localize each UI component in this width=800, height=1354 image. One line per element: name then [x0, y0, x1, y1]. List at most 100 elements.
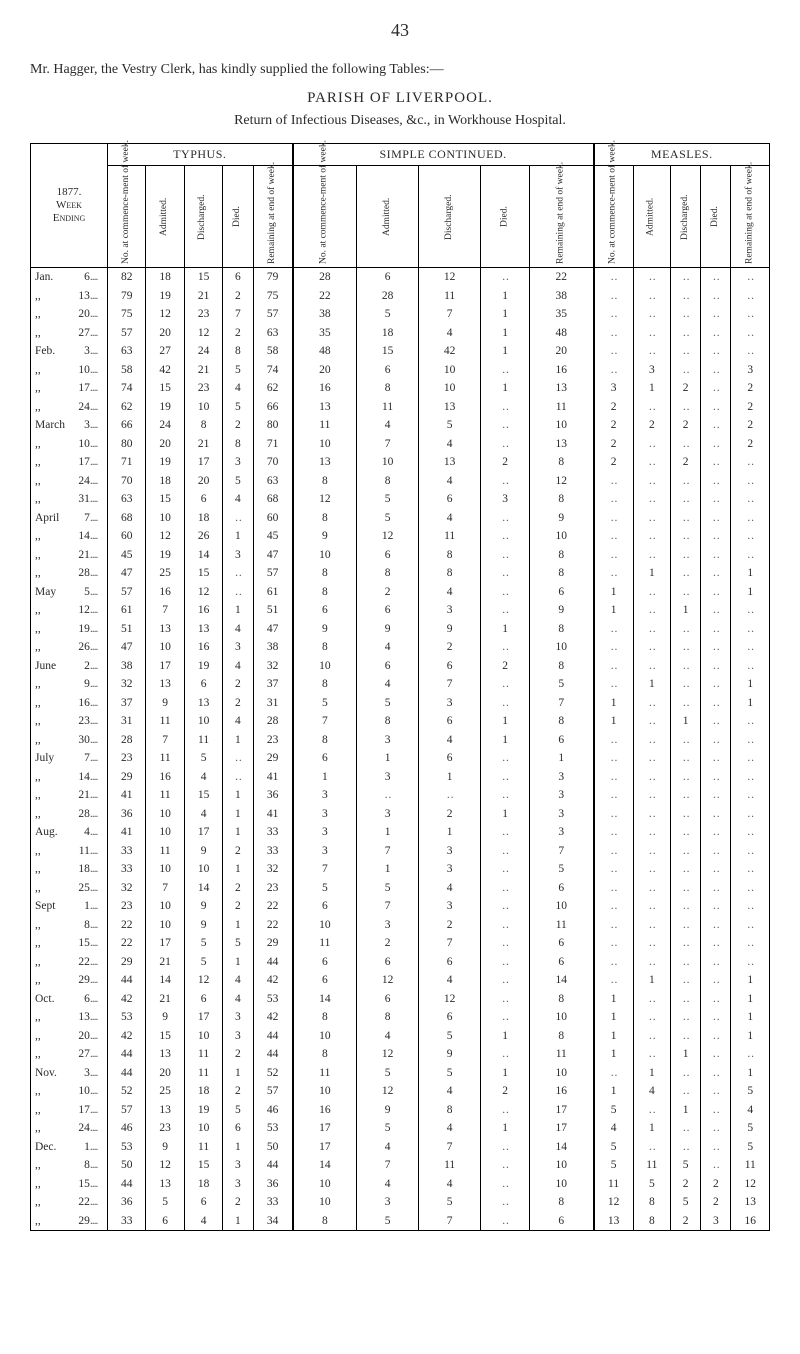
data-cell: 9 [184, 897, 222, 916]
data-cell: . . [481, 398, 530, 417]
data-cell: . . [481, 435, 530, 454]
data-cell: 2 [223, 324, 253, 343]
data-cell: 12 [419, 268, 481, 287]
data-cell: . . [701, 1138, 731, 1157]
data-cell: . . [731, 953, 770, 972]
data-cell: 2 [223, 1082, 253, 1101]
data-cell: . . [731, 823, 770, 842]
data-cell: . . [481, 546, 530, 565]
data-cell: 2 [223, 287, 253, 306]
data-cell: 42 [419, 342, 481, 361]
data-cell: 10 [293, 546, 357, 565]
data-cell: 66 [253, 398, 293, 417]
data-cell: . . [701, 268, 731, 287]
data-cell: . . [481, 583, 530, 602]
data-cell: 10 [293, 1027, 357, 1046]
data-cell: 75 [253, 287, 293, 306]
data-cell: 11 [529, 398, 593, 417]
data-cell: 6 [357, 601, 419, 620]
data-cell: 16 [529, 1082, 593, 1101]
data-cell: 5 [184, 749, 222, 768]
data-cell: 63 [108, 490, 146, 509]
table-row: ,, 21....4519143471068. .8. .. .. .. .. … [31, 546, 770, 565]
data-cell: 6 [146, 1212, 184, 1231]
data-cell: . . [481, 564, 530, 583]
data-cell: 13 [293, 453, 357, 472]
data-cell: 1 [481, 287, 530, 306]
data-cell: 8 [357, 379, 419, 398]
data-cell: 62 [253, 379, 293, 398]
data-cell: 5 [731, 1119, 770, 1138]
data-cell: 6 [529, 879, 593, 898]
data-cell: 23 [184, 379, 222, 398]
data-cell: . . [701, 1119, 731, 1138]
data-cell: . . [633, 305, 670, 324]
data-cell: 6 [357, 990, 419, 1009]
data-cell: 17 [293, 1119, 357, 1138]
data-cell: 82 [108, 268, 146, 287]
data-cell: 5 [594, 1156, 634, 1175]
data-cell: 1 [223, 823, 253, 842]
data-cell: 32 [108, 675, 146, 694]
week-cell: ,, 17.... [31, 453, 108, 472]
data-cell: 8 [529, 620, 593, 639]
table-row: ,, 20....7512237573857135. .. .. .. .. . [31, 305, 770, 324]
data-cell: . . [671, 638, 701, 657]
data-cell: 4 [223, 490, 253, 509]
data-cell: 44 [253, 1027, 293, 1046]
data-cell: 44 [253, 953, 293, 972]
data-cell: 12 [419, 990, 481, 1009]
data-cell: . . [731, 324, 770, 343]
data-cell: 21 [146, 953, 184, 972]
table-row: ,, 24....701820563884. .12. .. .. .. .. … [31, 472, 770, 491]
data-cell: . . [481, 638, 530, 657]
data-cell: 1 [481, 805, 530, 824]
data-cell: . . [701, 416, 731, 435]
data-cell: . . [671, 749, 701, 768]
data-cell: 68 [108, 509, 146, 528]
data-cell: . . [701, 879, 731, 898]
data-cell: 11 [419, 287, 481, 306]
data-cell: 6 [357, 953, 419, 972]
data-cell: 2 [223, 675, 253, 694]
data-cell: 57 [108, 583, 146, 602]
data-cell: . . [671, 527, 701, 546]
week-cell: ,, 22.... [31, 1193, 108, 1212]
data-cell: 58 [253, 342, 293, 361]
data-cell: 50 [253, 1138, 293, 1157]
data-cell: . . [701, 472, 731, 491]
data-cell: 6 [529, 583, 593, 602]
table-row: ,, 20....4215103441045181. .. .. .1 [31, 1027, 770, 1046]
data-cell: 1 [481, 1027, 530, 1046]
data-cell: 10 [146, 897, 184, 916]
data-cell: 10 [184, 398, 222, 417]
data-cell: 51 [253, 601, 293, 620]
data-cell: 1 [481, 1064, 530, 1083]
data-cell: . . [731, 287, 770, 306]
data-cell: . . [594, 305, 634, 324]
data-cell: 10 [529, 1175, 593, 1194]
data-cell: 12 [146, 305, 184, 324]
data-cell: 48 [529, 324, 593, 343]
data-cell: 12 [146, 527, 184, 546]
data-cell: 5 [293, 879, 357, 898]
data-cell: 38 [293, 305, 357, 324]
data-cell: 1 [481, 712, 530, 731]
data-cell: . . [481, 934, 530, 953]
data-cell: 3 [357, 916, 419, 935]
week-cell: ,, 13.... [31, 1008, 108, 1027]
data-cell: 6 [419, 657, 481, 676]
data-cell: . . [594, 509, 634, 528]
data-cell: 1 [731, 1064, 770, 1083]
data-cell: . . [701, 638, 731, 657]
data-cell: 5 [357, 1212, 419, 1231]
week-cell: ,, 15.... [31, 1175, 108, 1194]
data-cell: . . [671, 694, 701, 713]
data-cell: 22 [529, 268, 593, 287]
data-cell: 1 [731, 1008, 770, 1027]
table-row: ,, 27....4413112448129. .111. .1. .. . [31, 1045, 770, 1064]
table-row: ,, 28....3610414133213. .. .. .. .. . [31, 805, 770, 824]
data-cell: 4 [419, 509, 481, 528]
data-cell: 3 [357, 731, 419, 750]
data-cell: . . [594, 490, 634, 509]
